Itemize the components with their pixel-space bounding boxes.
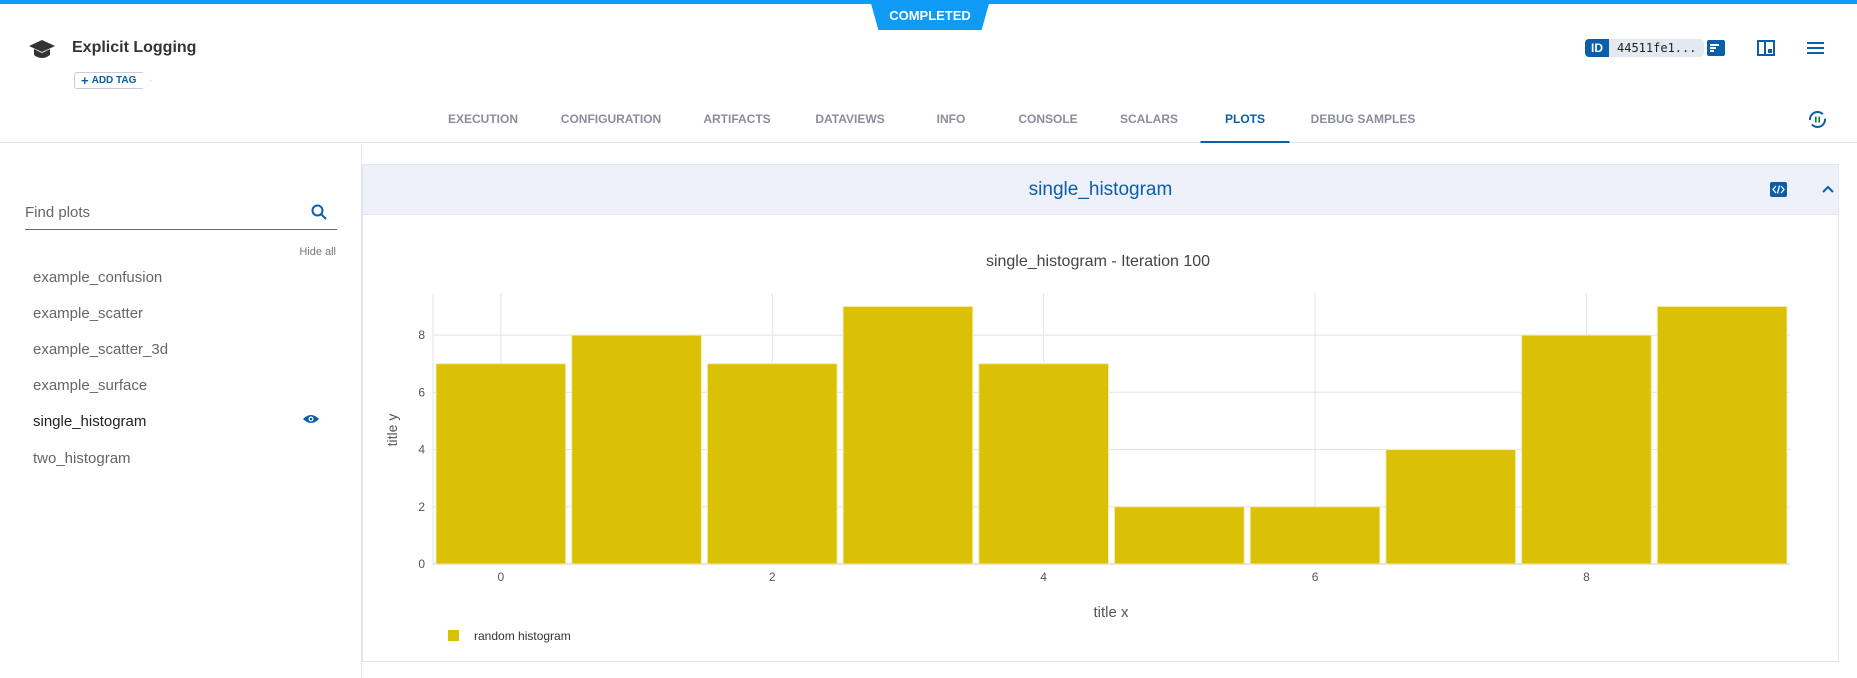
tab-scalars[interactable]: SCALARS xyxy=(1119,112,1179,126)
tab-artifacts[interactable]: ARTIFACTS xyxy=(703,112,771,126)
auto-refresh-pause-icon[interactable] xyxy=(1808,110,1827,129)
tab-bar: EXECUTION CONFIGURATION ARTIFACTS DATAVI… xyxy=(0,110,1857,143)
add-tag-label: ADD TAG xyxy=(91,75,137,86)
plot-item[interactable]: example_scatter_3d xyxy=(33,341,169,358)
task-id-badge[interactable]: ID 44511fe1... xyxy=(1585,39,1705,57)
search-icon[interactable] xyxy=(311,204,327,220)
plot-item[interactable]: example_confusion xyxy=(33,269,163,286)
search-placeholder: Find plots xyxy=(25,204,91,221)
plot-item[interactable]: two_histogram xyxy=(33,450,131,467)
hide-all-button[interactable]: Hide all xyxy=(299,246,336,258)
plots-sidebar: Find plots Hide all example_confusion ex… xyxy=(0,144,362,678)
eye-icon[interactable] xyxy=(303,414,319,424)
tab-dataviews[interactable]: DATAVIEWS xyxy=(815,112,885,126)
tab-configuration[interactable]: CONFIGURATION xyxy=(560,112,662,126)
status-badge: COMPLETED xyxy=(870,0,990,30)
collapse-chevron-up-icon[interactable] xyxy=(1822,185,1834,193)
plot-panel-title: single_histogram xyxy=(1028,179,1173,200)
tab-info[interactable]: INFO xyxy=(936,112,966,126)
plot-item-selected[interactable]: single_histogram xyxy=(33,413,147,430)
id-value: 44511fe1... xyxy=(1609,39,1705,57)
graduation-cap-icon xyxy=(29,40,55,58)
menu-icon[interactable] xyxy=(1807,42,1824,54)
task-title: Explicit Logging xyxy=(72,39,197,56)
find-plots-input[interactable]: Find plots xyxy=(25,200,337,230)
tab-plots[interactable]: PLOTS xyxy=(1200,110,1290,143)
plot-item[interactable]: example_scatter xyxy=(33,305,144,322)
plot-panel-header[interactable]: single_histogram xyxy=(363,165,1838,215)
plot-panel: single_histogram xyxy=(362,164,1839,662)
add-tag-button[interactable]: + ADD TAG xyxy=(74,72,152,89)
layout-toggle-icon[interactable] xyxy=(1757,40,1775,56)
tab-console[interactable]: CONSOLE xyxy=(1018,112,1078,126)
plot-item[interactable]: example_surface xyxy=(33,377,148,394)
tab-execution[interactable]: EXECUTION xyxy=(447,112,519,126)
details-panel-icon[interactable] xyxy=(1707,40,1725,56)
plus-icon: + xyxy=(81,73,89,88)
embed-code-icon[interactable] xyxy=(1770,182,1787,197)
tab-debug-samples[interactable]: DEBUG SAMPLES xyxy=(1310,112,1416,126)
id-label: ID xyxy=(1585,39,1609,57)
